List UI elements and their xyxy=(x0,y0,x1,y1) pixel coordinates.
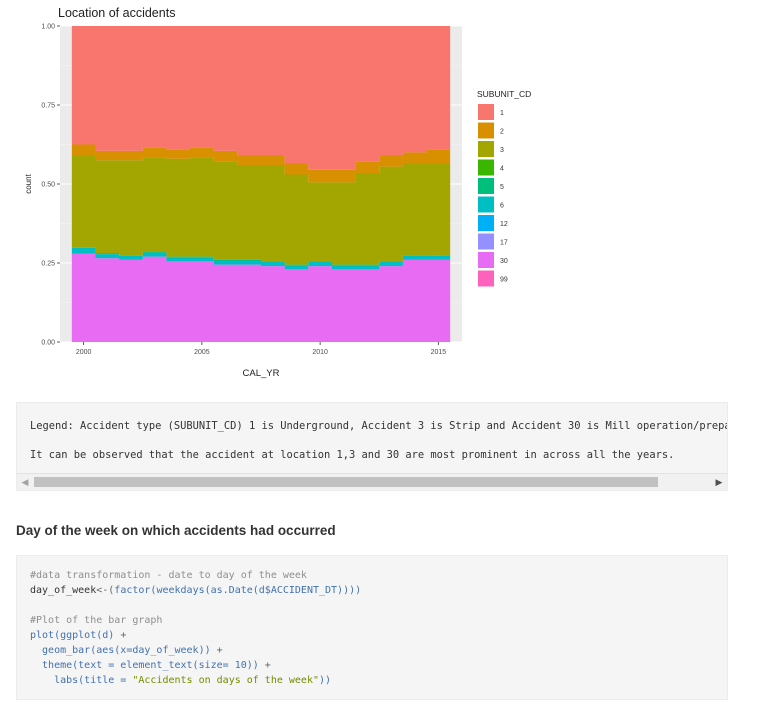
legend-title: SUBUNIT_CD xyxy=(477,89,531,99)
x-tick-label: 2015 xyxy=(431,349,447,356)
code-comment: #Plot of the bar graph xyxy=(30,615,163,626)
legend-label: 1 xyxy=(500,110,504,117)
y-tick-label: 0.00 xyxy=(41,340,55,347)
legend-swatch-1 xyxy=(478,104,494,120)
code-variable: day_of_week xyxy=(30,585,97,596)
area-series-30 xyxy=(71,253,451,342)
legend-label: 99 xyxy=(500,277,508,284)
code-block: #data transformation - date to day of th… xyxy=(16,555,728,700)
legend-swatch-2 xyxy=(478,122,494,139)
scroll-right-icon[interactable]: ▶ xyxy=(715,477,723,487)
observation-line: It can be observed that the accident at … xyxy=(30,449,675,461)
code-line: day_of_week<-(factor(weekdays(as.Date(d$… xyxy=(30,585,361,596)
area-series-2 xyxy=(71,144,451,183)
legend-swatch-12 xyxy=(478,215,494,231)
code-call: geom_bar(aes(x=day_of_week)) xyxy=(30,645,211,656)
code-line: labs(title = "Accidents on days of the w… xyxy=(30,675,331,686)
legend-swatch-3 xyxy=(478,141,494,157)
code-line: geom_bar(aes(x=day_of_week)) + xyxy=(30,645,223,656)
code-operator: <-( xyxy=(96,585,115,596)
legend-label: 6 xyxy=(500,203,504,210)
code-line: #data transformation - date to day of th… xyxy=(30,570,307,581)
code-call: plot(ggplot(d) xyxy=(30,630,115,641)
legend-label: 30 xyxy=(500,258,508,265)
x-axis-label: CAL_YR xyxy=(243,368,280,379)
x-tick-label: 2005 xyxy=(194,349,210,356)
axes: 0.00 0.25 0.50 0.75 1.00 2000 2005 2010 2015 xyxy=(41,24,446,357)
scroll-left-icon[interactable]: ◀ xyxy=(21,477,29,487)
code-call: )) xyxy=(319,675,332,686)
area-series-6 xyxy=(71,247,451,270)
legend-label: 2 xyxy=(500,129,504,136)
code-operator: + xyxy=(114,630,127,641)
legend-swatch-99 xyxy=(478,270,494,287)
y-tick-label: 0.75 xyxy=(41,103,55,110)
legend-label: 12 xyxy=(500,221,508,228)
x-tick-label: 2010 xyxy=(312,349,328,356)
legend-label: 3 xyxy=(500,147,504,154)
code-call: theme(text = element_text(size= 10)) xyxy=(30,660,259,671)
legend-swatch-5 xyxy=(478,178,494,194)
legend-swatch-17 xyxy=(478,233,494,250)
legend-swatch-4 xyxy=(478,159,494,176)
code-line: plot(ggplot(d) + xyxy=(30,630,126,641)
chart-title: Location of accidents xyxy=(58,6,175,20)
legend-swatch-30 xyxy=(478,252,494,268)
area-series-3 xyxy=(71,155,451,265)
scrollbar-thumb[interactable] xyxy=(34,477,658,487)
code-call: labs(title = xyxy=(30,675,133,686)
area-series-1 xyxy=(71,26,451,170)
stacked-area-chart: 0.00 0.25 0.50 0.75 1.00 2000 2005 2010 2015 Loc… xyxy=(24,6,531,379)
code-comment: #data transformation - date to day of th… xyxy=(30,570,307,581)
y-tick-label: 0.25 xyxy=(41,261,55,268)
area-series-5 xyxy=(71,247,451,266)
legend-label: 5 xyxy=(500,184,504,191)
code-string: "Accidents on days of the week" xyxy=(132,675,319,686)
y-tick-label: 0.50 xyxy=(41,182,55,189)
text-output-block: Legend: Accident type (SUBUNIT_CD) 1 is … xyxy=(16,402,728,491)
code-call: factor(weekdays(as.Date(d$ACCIDENT_DT)))… xyxy=(114,585,362,596)
section-heading: Day of the week on which accidents had o… xyxy=(16,523,336,538)
code-line: theme(text = element_text(size= 10)) + xyxy=(30,660,271,671)
horizontal-scrollbar[interactable]: ◀ ▶ xyxy=(17,473,727,490)
code-operator: + xyxy=(258,660,271,671)
x-tick-label: 2000 xyxy=(76,349,92,356)
legend-swatch-6 xyxy=(478,196,494,213)
legend-note-line: Legend: Accident type (SUBUNIT_CD) 1 is … xyxy=(30,420,728,432)
y-tick-label: 1.00 xyxy=(41,24,55,31)
code-line: #Plot of the bar graph xyxy=(30,615,162,626)
area-layers xyxy=(71,26,451,342)
y-axis-label: count xyxy=(24,173,33,193)
legend-label: 4 xyxy=(500,166,504,173)
code-operator: + xyxy=(210,645,223,656)
legend-label: 17 xyxy=(500,240,508,247)
